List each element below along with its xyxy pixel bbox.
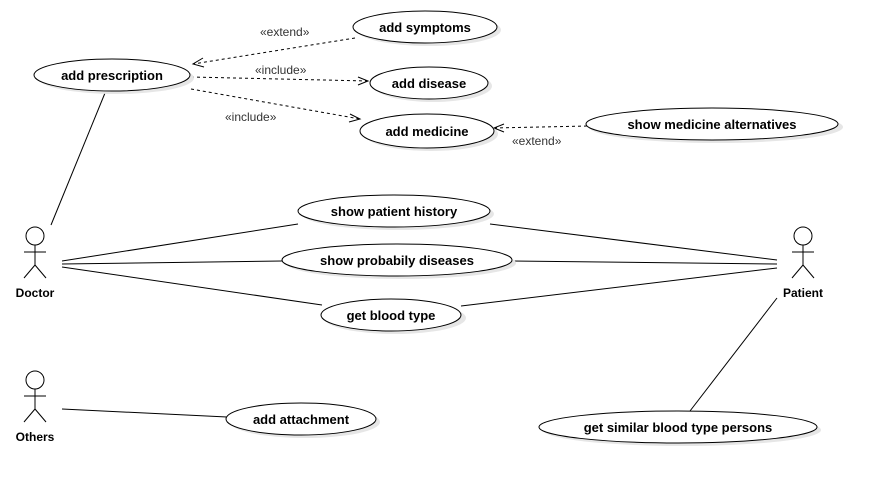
use-case-show-medicine-alternatives-ellipse — [585, 107, 839, 141]
actor-others-head — [25, 370, 45, 390]
use-case-add-prescription[interactable]: add prescription — [33, 58, 194, 94]
assoc-doctor-show-probably-diseases — [61, 260, 283, 265]
use-case-add-attachment[interactable]: add attachment — [225, 402, 380, 438]
use-case-show-medicine-alternatives-label: show medicine alternatives — [627, 117, 796, 132]
assoc-patient-get-blood-type — [460, 267, 778, 307]
actor-doctor-head — [25, 226, 45, 246]
actor-others-label: Others — [16, 430, 55, 444]
use-case-show-medicine-alternatives[interactable]: show medicine alternatives — [585, 107, 843, 143]
use-case-get-blood-type[interactable]: get blood type — [320, 298, 466, 334]
assoc-doctor-show-patient-history — [61, 223, 299, 262]
use-case-add-disease-ellipse — [369, 66, 489, 100]
assoc-doctor-add-prescription — [50, 92, 106, 226]
actor-patient[interactable] — [791, 226, 815, 279]
include-disease-arrowhead — [357, 76, 370, 86]
actor-others[interactable] — [23, 370, 47, 423]
actor-doctor-label: Doctor — [16, 286, 55, 300]
extend-alternatives-line — [493, 125, 588, 129]
assoc-others-add-attachment — [61, 408, 228, 418]
use-case-add-attachment-ellipse — [225, 402, 377, 436]
extend-symptoms-line — [192, 37, 356, 65]
include-medicine-arrowhead — [348, 113, 362, 123]
associations — [50, 92, 778, 418]
actor-doctor[interactable] — [23, 226, 47, 279]
use-case-get-similar-blood-type-persons[interactable]: get similar blood type persons — [538, 410, 821, 446]
include-disease-label: «include» — [255, 63, 307, 77]
use-case-add-prescription-label: add prescription — [61, 68, 163, 83]
use-case-add-medicine[interactable]: add medicine — [359, 113, 498, 151]
use-case-add-symptoms-ellipse — [352, 10, 498, 44]
use-case-add-disease[interactable]: add disease — [369, 66, 492, 102]
extend-symptoms-label: «extend» — [260, 25, 310, 39]
extend-symptoms-arrowhead — [191, 57, 205, 68]
actor-patient-head — [793, 226, 813, 246]
use-case-add-disease-label: add disease — [392, 76, 466, 91]
include-medicine-label: «include» — [225, 110, 277, 124]
extend-alternatives-label: «extend» — [512, 134, 562, 148]
assoc-patient-show-probably-diseases — [511, 260, 778, 265]
use-case-get-blood-type-ellipse — [320, 298, 462, 332]
use-case-show-patient-history[interactable]: show patient history — [297, 194, 494, 230]
use-case-add-attachment-label: add attachment — [253, 412, 350, 427]
include-disease-line — [190, 76, 369, 82]
use-case-get-blood-type-label: get blood type — [347, 308, 436, 323]
use-case-add-prescription-ellipse — [33, 58, 191, 92]
use-case-add-symptoms[interactable]: add symptoms — [352, 10, 501, 46]
use-case-add-medicine-ellipse — [359, 113, 495, 149]
include-medicine-line — [190, 88, 361, 120]
use-case-show-patient-history-ellipse — [297, 194, 491, 228]
use-case-get-similar-blood-type-persons-ellipse — [538, 410, 818, 444]
assoc-patient-show-patient-history — [489, 223, 778, 261]
use-case-show-probably-diseases-ellipse — [281, 243, 513, 277]
assoc-patient-get-similar-blood — [689, 297, 778, 412]
use-case-show-probably-diseases[interactable]: show probabily diseases — [281, 243, 516, 279]
actor-patient-label: Patient — [783, 286, 823, 300]
use-case-show-patient-history-label: show patient history — [331, 204, 458, 219]
dependencies: «extend» «include» «include» «extend» — [190, 25, 588, 148]
use-case-add-symptoms-label: add symptoms — [379, 20, 471, 35]
use-case-add-medicine-label: add medicine — [385, 124, 468, 139]
assoc-doctor-get-blood-type — [61, 266, 323, 306]
use-case-get-similar-blood-type-persons-label: get similar blood type persons — [584, 420, 773, 435]
use-case-show-probably-diseases-label: show probabily diseases — [320, 253, 474, 268]
extend-alternatives-arrowhead — [492, 123, 505, 133]
